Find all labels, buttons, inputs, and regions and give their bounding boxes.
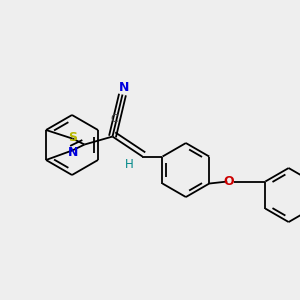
Text: H: H [125,158,134,171]
Text: S: S [68,131,77,144]
Text: C: C [111,113,119,124]
Text: N: N [119,81,130,94]
Text: N: N [68,146,79,159]
Text: O: O [223,175,234,188]
